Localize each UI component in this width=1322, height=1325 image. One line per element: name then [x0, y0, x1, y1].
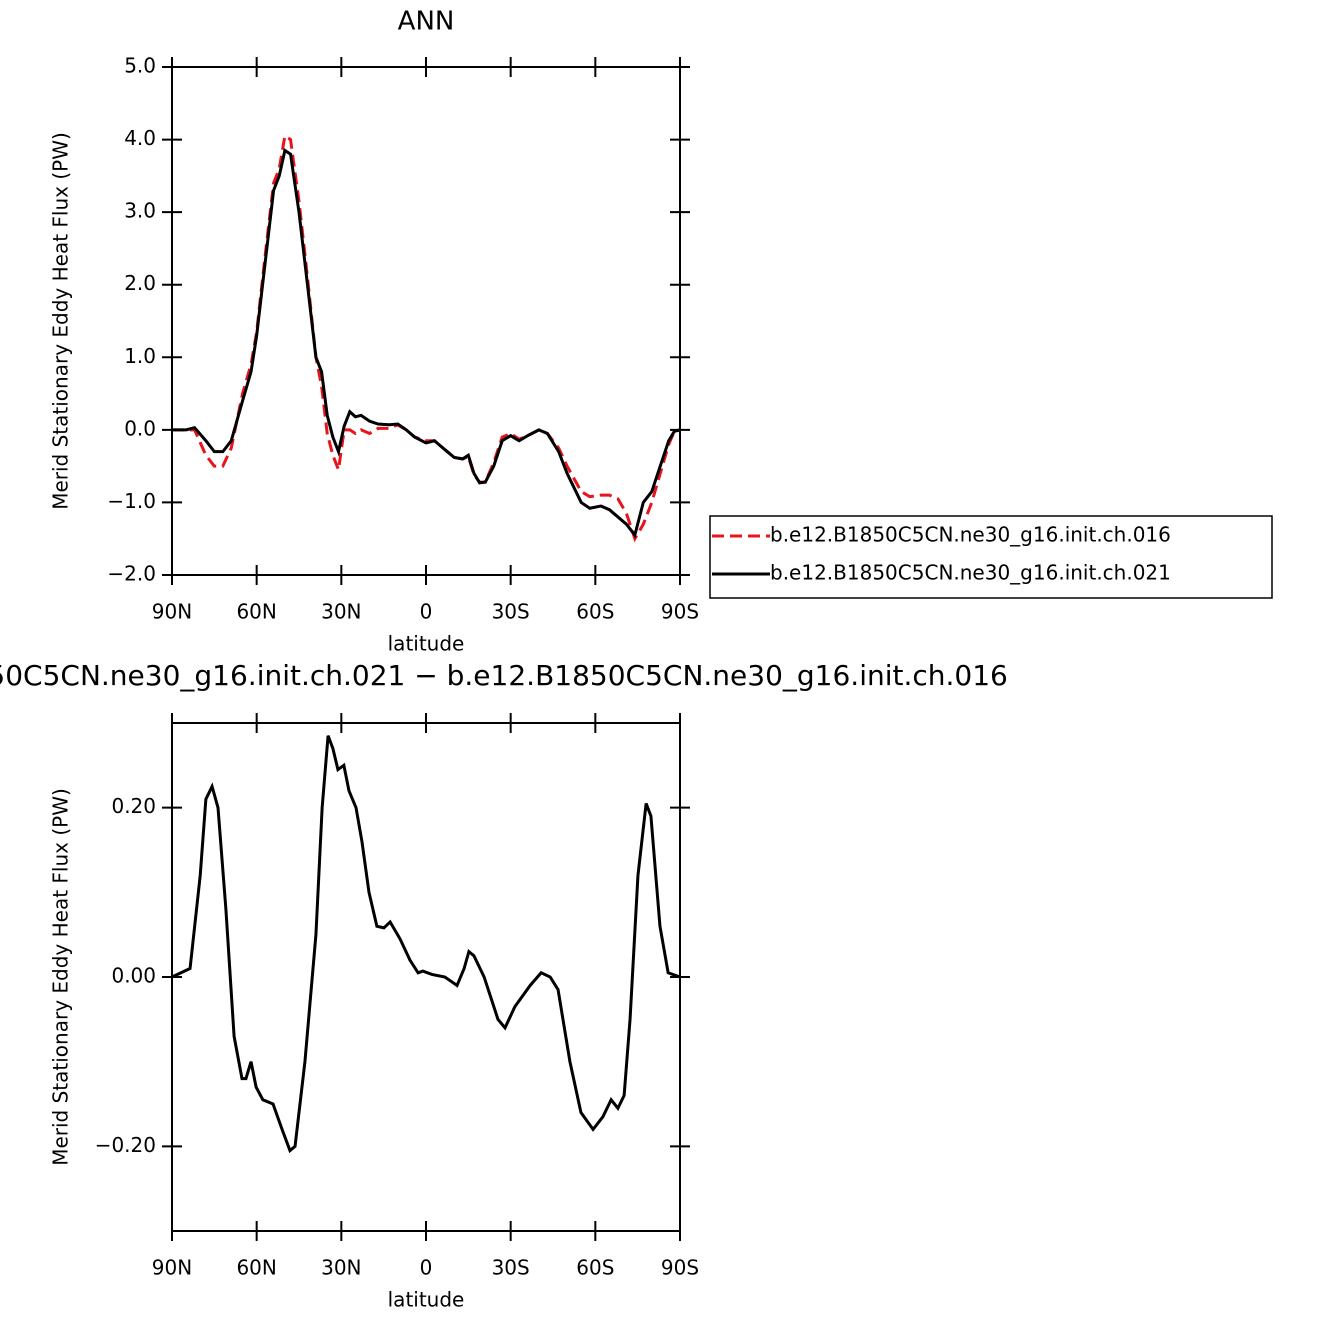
y-tick-label: 3.0	[124, 199, 156, 223]
y-tick-label: 2.0	[124, 271, 156, 295]
y-tick-label: 5.0	[124, 54, 156, 78]
x-tick-label: 30S	[492, 600, 530, 624]
x-tick-label: 90N	[152, 600, 192, 624]
x-tick-label: 30N	[321, 1256, 361, 1280]
x-tick-label: 60S	[576, 1256, 614, 1280]
chart-title: ANN	[398, 7, 455, 37]
x-tick-label: 60N	[236, 1256, 276, 1280]
x-tick-label: 0	[420, 600, 433, 624]
y-tick-label: 0.00	[111, 964, 156, 988]
y-tick-label: 1.0	[124, 344, 156, 368]
legend-label: b.e12.B1850C5CN.ne30_g16.init.ch.016	[770, 523, 1171, 547]
y-tick-label: 0.0	[124, 416, 156, 440]
x-tick-label: 90S	[661, 600, 699, 624]
x-tick-label: 60S	[576, 600, 614, 624]
y-axis-label: Merid Stationary Eddy Heat Flux (PW)	[49, 788, 73, 1166]
x-tick-label: 30N	[321, 600, 361, 624]
x-axis-label: latitude	[388, 632, 465, 656]
data-line	[172, 133, 681, 543]
x-tick-label: 90S	[661, 1256, 699, 1280]
data-line	[172, 148, 681, 539]
x-tick-label: 30S	[492, 1256, 530, 1280]
x-axis-label: latitude	[388, 1288, 465, 1312]
legend-box	[709, 515, 1273, 599]
x-tick-label: 0	[420, 1256, 433, 1280]
y-tick-label: −2.0	[107, 562, 156, 586]
y-tick-label: −0.20	[95, 1133, 156, 1157]
x-tick-label: 60N	[236, 600, 276, 624]
chart-title: b.e12.B1850C5CN.ne30_g16.init.ch.021 − b…	[0, 659, 1008, 692]
x-tick-label: 90N	[152, 1256, 192, 1280]
y-axis-label: Merid Stationary Eddy Heat Flux (PW)	[49, 132, 73, 510]
y-tick-label: 0.20	[111, 794, 156, 818]
y-tick-label: −1.0	[107, 489, 156, 513]
plot-frame	[171, 722, 681, 1232]
plot-frame	[171, 66, 681, 576]
data-line	[171, 735, 681, 1154]
y-tick-label: 4.0	[124, 126, 156, 150]
legend-label: b.e12.B1850C5CN.ne30_g16.init.ch.021	[770, 561, 1171, 585]
